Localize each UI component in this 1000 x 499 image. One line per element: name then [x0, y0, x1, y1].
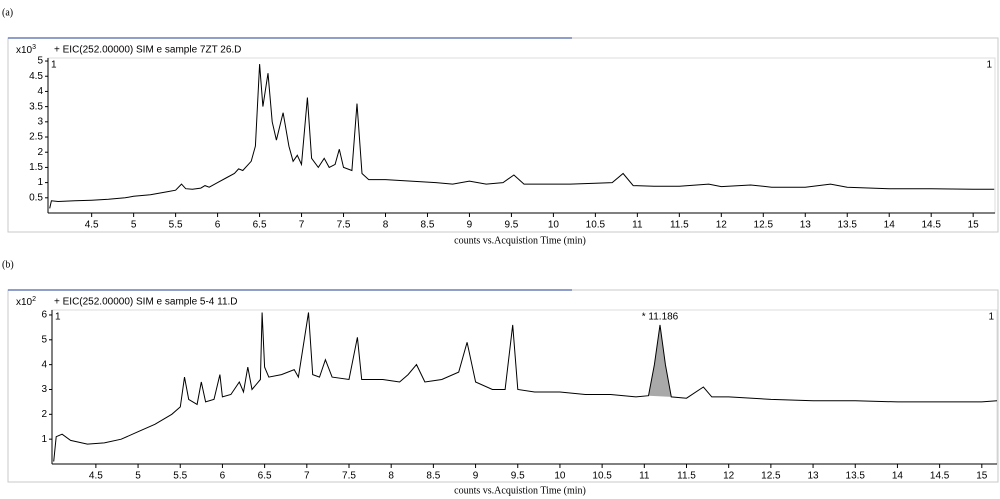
x-tick-label: 5.5 [173, 471, 187, 482]
y-tick-label: 2 [37, 147, 43, 158]
x-tick-label: 11.5 [670, 220, 689, 231]
x-tick-label: 10 [548, 220, 560, 231]
x-tick-label: 13.5 [846, 471, 866, 482]
x-tick-label: 9.5 [504, 220, 518, 231]
x-tick-label: 10.5 [592, 471, 612, 482]
y-tick-label: 3.5 [29, 101, 43, 112]
y-tick-label: 4 [37, 86, 43, 97]
multiplier-exp: 2 [32, 296, 36, 303]
x-tick-label: 10.5 [586, 220, 606, 231]
y-tick-label: 1.5 [29, 162, 43, 173]
panel-frame [7, 37, 999, 233]
x-tick-label: 14.5 [921, 220, 941, 231]
x-tick-label: 6.5 [253, 220, 267, 231]
x-axis-label: counts vs.Acquistion Time (min) [454, 485, 586, 496]
x-tick-label: 5 [131, 220, 137, 231]
y-tick-label: 2.5 [29, 132, 43, 143]
x-tick-label: 10 [554, 471, 566, 482]
y-tick-label: 4 [41, 359, 47, 370]
x-tick-label: 7.5 [337, 220, 351, 231]
y-tick-label: 1 [41, 434, 47, 445]
y-tick-label: 0.5 [29, 192, 43, 203]
trace-line [53, 312, 998, 462]
x-tick-label: 13 [800, 220, 812, 231]
x-tick-label: 12.5 [754, 220, 774, 231]
x-axis-label: counts vs.Acquistion Time (min) [454, 235, 586, 246]
x-tick-label: 12 [723, 471, 735, 482]
panel-frame [7, 289, 999, 483]
shaded-peak [648, 324, 672, 397]
y-tick-label: 3 [41, 384, 47, 395]
panel-label: (a) [2, 7, 13, 18]
x-tick-label: 13 [808, 471, 820, 482]
x-tick-label: 7 [299, 220, 305, 231]
corner-label: 1 [986, 60, 992, 71]
x-tick-label: 8 [383, 220, 389, 231]
x-tick-label: 6.5 [258, 471, 272, 482]
multiplier-exp: 3 [32, 44, 36, 51]
x-tick-label: 15 [968, 220, 980, 231]
x-tick-label: 6 [220, 471, 226, 482]
y-tick-label: 5 [41, 334, 47, 345]
x-tick-label: 6 [215, 220, 221, 231]
x-tick-label: 9 [467, 220, 473, 231]
x-tick-label: 8.5 [426, 471, 440, 482]
x-tick-label: 14 [884, 220, 896, 231]
x-tick-label: 8 [388, 471, 394, 482]
x-tick-label: 4.5 [89, 471, 103, 482]
x-tick-label: 5 [135, 471, 141, 482]
x-tick-label: 11 [639, 471, 650, 482]
x-tick-label: 11.5 [677, 471, 696, 482]
x-tick-label: 13.5 [838, 220, 858, 231]
x-tick-label: 14.5 [930, 471, 950, 482]
peak-annotation: * 11.186 [642, 312, 679, 323]
x-tick-label: 15 [976, 471, 988, 482]
multiplier-base: x10 [16, 297, 33, 308]
x-tick-label: 4.5 [85, 220, 99, 231]
corner-label: 1 [988, 312, 994, 323]
y-tick-label: 4.5 [29, 71, 43, 82]
trace-line [49, 64, 995, 209]
x-tick-label: 14 [892, 471, 904, 482]
x-tick-label: 5.5 [169, 220, 183, 231]
x-tick-label: 7.5 [342, 471, 356, 482]
corner-label: 1 [51, 60, 57, 71]
trace-header: + EIC(252.00000) SIM e sample 5-4 11.D [54, 297, 238, 308]
y-tick-label: 3 [37, 116, 43, 127]
y-tick-label: 6 [41, 310, 47, 321]
x-tick-label: 9.5 [511, 471, 525, 482]
trace-header: + EIC(252.00000) SIM e sample 7ZT 26.D [54, 45, 241, 56]
x-tick-label: 11 [632, 220, 643, 231]
x-tick-label: 12 [716, 220, 728, 231]
x-tick-label: 8.5 [421, 220, 435, 231]
x-tick-label: 9 [473, 471, 479, 482]
corner-label: 1 [55, 312, 61, 323]
x-tick-label: 7 [304, 471, 310, 482]
y-multiplier: x102 [16, 296, 36, 308]
multiplier-base: x10 [16, 45, 33, 56]
panel-label: (b) [2, 259, 14, 270]
y-tick-label: 1 [37, 177, 43, 188]
y-tick-label: 5 [37, 56, 43, 67]
y-tick-label: 2 [41, 409, 47, 420]
x-tick-label: 12.5 [761, 471, 781, 482]
y-multiplier: x103 [16, 44, 36, 56]
